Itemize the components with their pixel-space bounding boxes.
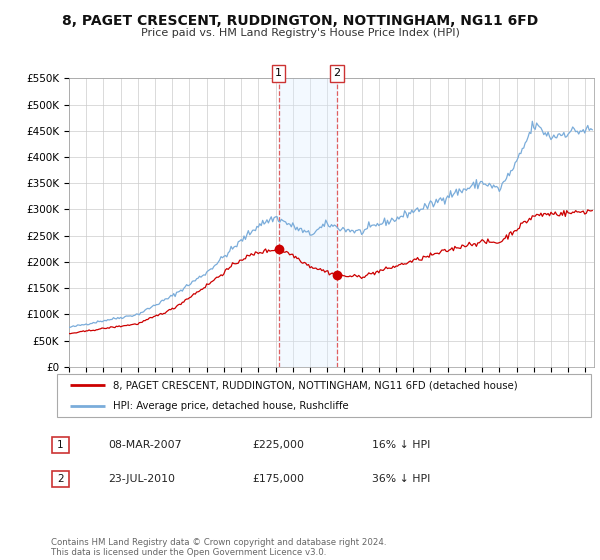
Text: Price paid vs. HM Land Registry's House Price Index (HPI): Price paid vs. HM Land Registry's House … xyxy=(140,28,460,38)
FancyBboxPatch shape xyxy=(57,374,591,417)
Text: 8, PAGET CRESCENT, RUDDINGTON, NOTTINGHAM, NG11 6FD (detached house): 8, PAGET CRESCENT, RUDDINGTON, NOTTINGHA… xyxy=(113,380,518,390)
FancyBboxPatch shape xyxy=(52,471,69,487)
Text: 2: 2 xyxy=(57,474,64,484)
FancyBboxPatch shape xyxy=(52,437,69,453)
Text: 8, PAGET CRESCENT, RUDDINGTON, NOTTINGHAM, NG11 6FD: 8, PAGET CRESCENT, RUDDINGTON, NOTTINGHA… xyxy=(62,14,538,28)
Text: 1: 1 xyxy=(275,68,282,78)
Text: 36% ↓ HPI: 36% ↓ HPI xyxy=(372,474,430,484)
Text: 1: 1 xyxy=(57,440,64,450)
Text: 08-MAR-2007: 08-MAR-2007 xyxy=(108,440,182,450)
Text: 23-JUL-2010: 23-JUL-2010 xyxy=(108,474,175,484)
Bar xyxy=(278,78,337,367)
Text: £225,000: £225,000 xyxy=(252,440,304,450)
Text: Contains HM Land Registry data © Crown copyright and database right 2024.
This d: Contains HM Land Registry data © Crown c… xyxy=(51,538,386,557)
Text: 16% ↓ HPI: 16% ↓ HPI xyxy=(372,440,430,450)
Text: HPI: Average price, detached house, Rushcliffe: HPI: Average price, detached house, Rush… xyxy=(113,402,349,411)
Text: 2: 2 xyxy=(333,68,340,78)
Text: £175,000: £175,000 xyxy=(252,474,304,484)
